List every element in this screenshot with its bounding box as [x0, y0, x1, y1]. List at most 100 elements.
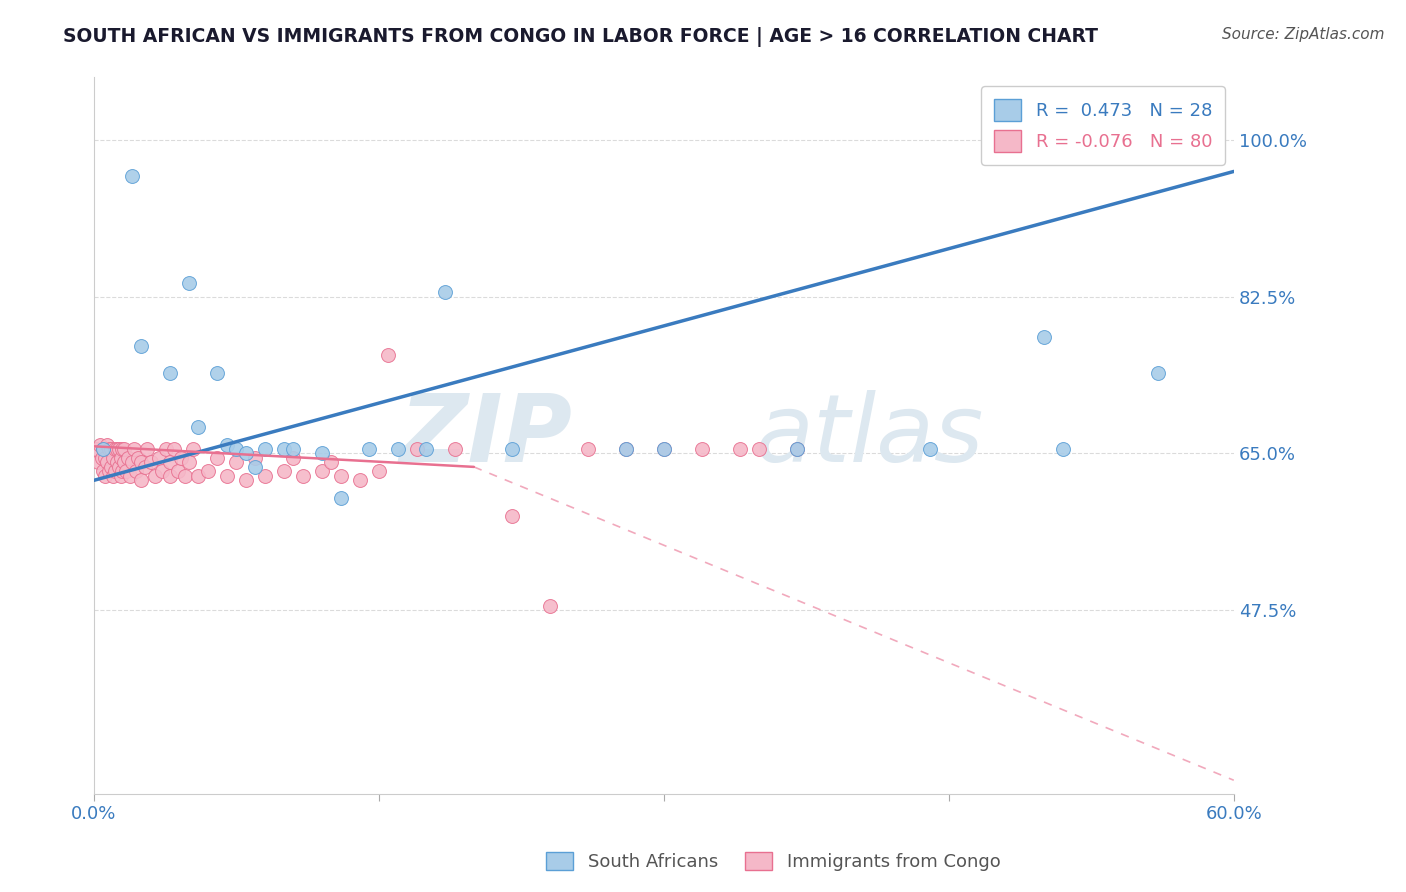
Point — [253, 468, 276, 483]
Point — [111, 464, 134, 478]
Point — [112, 442, 135, 456]
Point — [387, 442, 409, 456]
Point — [111, 442, 134, 456]
Point — [406, 442, 429, 456]
Point — [105, 455, 128, 469]
Point — [283, 450, 305, 465]
Point — [117, 450, 139, 465]
Point — [786, 442, 808, 456]
Point — [273, 464, 295, 478]
Point — [134, 459, 156, 474]
Point — [311, 464, 333, 478]
Point — [121, 169, 143, 183]
Point — [181, 442, 204, 456]
Point — [93, 442, 115, 456]
Point — [96, 455, 118, 469]
Point — [112, 455, 135, 469]
Point — [614, 442, 637, 456]
Point — [177, 455, 200, 469]
Point — [359, 442, 381, 456]
Point — [283, 442, 305, 456]
Point — [159, 366, 181, 380]
Text: ZIP: ZIP — [399, 390, 572, 482]
Point — [576, 442, 599, 456]
Point — [273, 442, 295, 456]
Point — [163, 442, 186, 456]
Point — [110, 468, 132, 483]
Point — [94, 468, 117, 483]
Point — [101, 468, 124, 483]
Point — [131, 339, 153, 353]
Point — [329, 468, 352, 483]
Point — [748, 442, 770, 456]
Point — [115, 464, 138, 478]
Point — [139, 455, 162, 469]
Point — [1052, 442, 1074, 456]
Point — [107, 459, 129, 474]
Point — [538, 599, 561, 613]
Point — [131, 473, 153, 487]
Point — [104, 442, 127, 456]
Point — [96, 437, 118, 451]
Point — [159, 468, 181, 483]
Point — [614, 442, 637, 456]
Point — [174, 468, 197, 483]
Point — [786, 442, 808, 456]
Point — [918, 442, 941, 456]
Point — [367, 464, 389, 478]
Point — [125, 464, 148, 478]
Legend: R =  0.473   N = 28, R = -0.076   N = 80: R = 0.473 N = 28, R = -0.076 N = 80 — [981, 87, 1225, 165]
Point — [87, 455, 110, 469]
Point — [321, 455, 343, 469]
Point — [253, 442, 276, 456]
Point — [652, 442, 675, 456]
Point — [101, 450, 124, 465]
Point — [104, 464, 127, 478]
Point — [143, 468, 166, 483]
Point — [415, 442, 437, 456]
Point — [110, 450, 132, 465]
Point — [187, 419, 209, 434]
Point — [90, 450, 112, 465]
Point — [207, 450, 229, 465]
Point — [122, 442, 145, 456]
Point — [94, 450, 117, 465]
Point — [89, 437, 111, 451]
Point — [100, 442, 122, 456]
Point — [170, 450, 193, 465]
Point — [207, 366, 229, 380]
Point — [245, 450, 267, 465]
Point — [105, 442, 128, 456]
Point — [291, 468, 314, 483]
Point — [377, 348, 399, 362]
Point — [225, 455, 247, 469]
Point — [155, 442, 177, 456]
Point — [235, 446, 257, 460]
Point — [118, 468, 141, 483]
Point — [311, 446, 333, 460]
Point — [501, 442, 523, 456]
Point — [98, 442, 121, 456]
Point — [1146, 366, 1168, 380]
Point — [197, 464, 219, 478]
Point — [728, 442, 751, 456]
Point — [131, 455, 153, 469]
Point — [1032, 330, 1054, 344]
Point — [501, 509, 523, 524]
Point — [329, 491, 352, 506]
Text: SOUTH AFRICAN VS IMMIGRANTS FROM CONGO IN LABOR FORCE | AGE > 16 CORRELATION CHA: SOUTH AFRICAN VS IMMIGRANTS FROM CONGO I… — [63, 27, 1098, 46]
Point — [121, 455, 143, 469]
Point — [98, 464, 121, 478]
Point — [93, 442, 115, 456]
Point — [652, 442, 675, 456]
Point — [434, 285, 457, 300]
Point — [127, 450, 149, 465]
Point — [107, 442, 129, 456]
Point — [690, 442, 713, 456]
Point — [166, 464, 188, 478]
Point — [235, 473, 257, 487]
Point — [444, 442, 467, 456]
Point — [225, 442, 247, 456]
Legend: South Africans, Immigrants from Congo: South Africans, Immigrants from Congo — [538, 845, 1008, 879]
Point — [215, 468, 238, 483]
